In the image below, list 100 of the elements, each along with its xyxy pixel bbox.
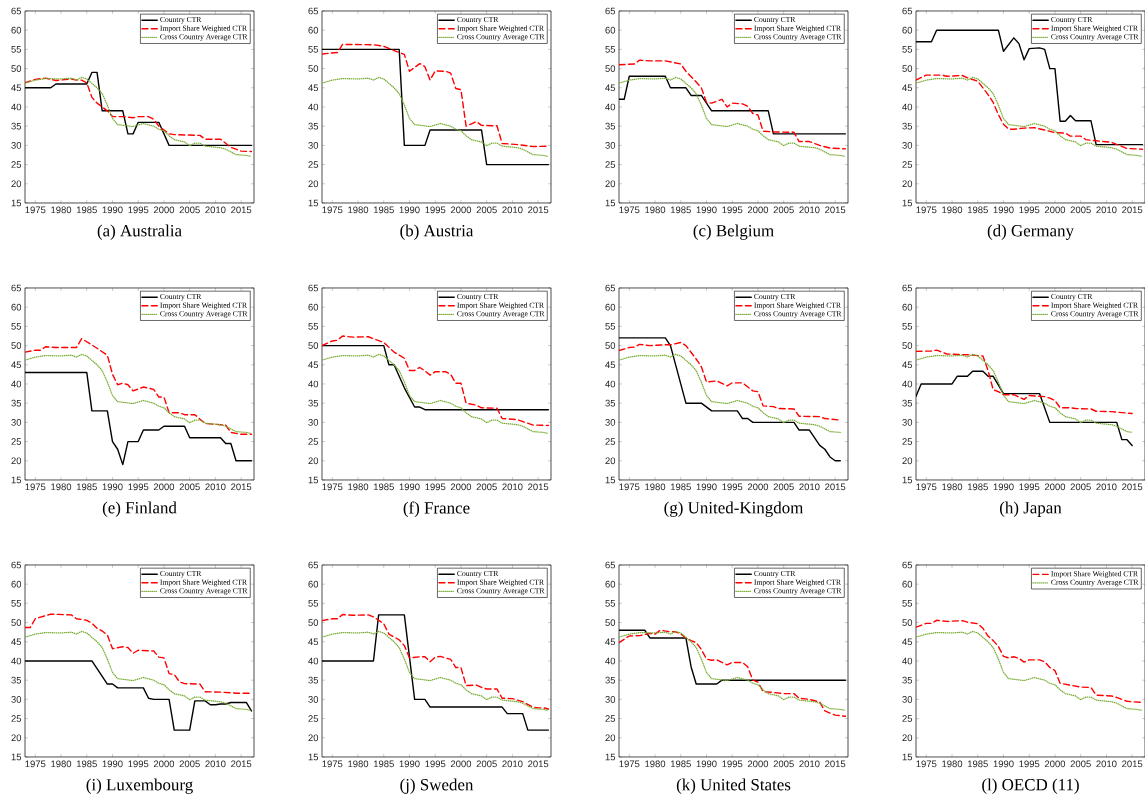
y-tick-label: 60 [308,580,319,588]
y-tick-label: 50 [902,342,913,349]
x-tick-label: 2015 [528,483,549,491]
x-tick-label: 1985 [373,206,394,214]
y-tick-label: 35 [308,399,319,407]
y-tick-label: 50 [902,65,913,72]
x-tick-label: 1990 [993,206,1014,214]
y-tick-label: 45 [605,84,616,92]
x-tick-label: 1985 [670,206,691,214]
y-tick-label: 20 [605,457,616,465]
y-tick-label: 45 [308,638,319,646]
y-tick-label: 65 [902,284,913,292]
x-tick-label: 1975 [322,483,343,491]
y-tick-label: 65 [11,284,22,292]
x-tick-label: 2000 [747,760,769,768]
x-tick-label: 1985 [373,483,394,491]
y-tick-label: 30 [902,696,913,703]
text: (a) Australia [97,224,182,240]
y-tick-label: 25 [902,161,913,168]
y-tick-label: 15 [902,199,913,207]
y-tick-label: 20 [605,734,616,742]
x-tick-label: 1980 [348,206,369,214]
y-tick-label: 55 [11,323,22,330]
x-tick-label: 1995 [425,206,446,214]
line-series [322,353,550,435]
y-tick-label: 30 [605,696,616,703]
x-tick-label: 1995 [128,206,149,214]
y-tick-label: 30 [902,419,913,426]
x-tick-label: 2000 [153,483,175,491]
x-tick-label: 1975 [25,206,46,214]
text: (k) United States [676,778,791,794]
line-series [25,630,253,712]
x-tick-label: 1975 [619,206,640,214]
x-tick-label: 2015 [825,206,846,214]
x-tick-label: 1985 [967,760,988,768]
x-tick-label: 1995 [128,483,149,491]
y-tick-label: 20 [902,457,913,465]
x-tick-label: 1980 [51,206,72,214]
y-tick-label: 15 [11,476,22,484]
y-tick-label: 60 [11,580,22,588]
y-tick-label: 60 [11,303,22,311]
y-tick-label: 40 [605,657,616,665]
y-tick-label: 15 [605,476,616,484]
line-series [619,341,841,421]
y-tick-label: 50 [902,619,913,626]
y-tick-label: 30 [605,419,616,426]
x-tick-label: 1975 [916,760,937,768]
x-tick-label: 2010 [1096,206,1117,214]
y-tick-label: 65 [605,561,616,569]
y-tick-label: 20 [308,457,319,465]
x-tick-label: 2010 [205,483,226,491]
y-tick-label: 45 [605,638,616,646]
y-tick-label: 55 [308,323,319,330]
x-tick-label: 1975 [619,760,640,768]
line-series [619,76,847,158]
y-tick-label: 65 [605,284,616,292]
x-tick-label: 1985 [76,206,97,214]
y-tick-label: 50 [11,65,22,72]
x-tick-label: 1990 [102,483,123,491]
y-tick-label: 15 [605,753,616,761]
x-tick-label: 1975 [25,483,46,491]
y-tick-label: 40 [902,380,913,388]
y-tick-label: 20 [902,180,913,188]
x-tick-label: 1990 [399,760,420,768]
y-tick-label: 20 [308,180,319,188]
y-tick-label: 40 [605,103,616,111]
x-tick-label: 2010 [502,760,523,768]
y-tick-label: 30 [11,419,22,426]
y-tick-label: 25 [11,715,22,722]
y-tick-label: 65 [902,561,913,569]
x-tick-label: 1995 [128,760,149,768]
x-tick-label: 2005 [1070,483,1091,491]
y-tick-label: 55 [902,600,913,607]
y-tick-label: 30 [308,419,319,426]
x-tick-label: 1995 [425,483,446,491]
y-tick-label: 60 [902,580,913,588]
line-series [916,630,1144,712]
x-tick-label: 2005 [1070,760,1091,768]
x-tick-label: 2005 [179,760,200,768]
y-tick-label: 65 [11,561,22,569]
y-tick-label: 45 [308,84,319,92]
x-tick-label: 1975 [25,760,46,768]
x-tick-label: 1990 [993,483,1014,491]
y-tick-label: 60 [605,303,616,311]
y-tick-label: 50 [308,619,319,626]
text: (i) Luxembourg [86,778,193,794]
y-tick-label: 55 [11,46,22,53]
y-tick-label: 45 [902,84,913,92]
line-series [619,59,847,150]
x-tick-label: 2005 [1070,206,1091,214]
y-tick-label: 25 [308,438,319,445]
x-tick-label: 1975 [322,206,343,214]
x-tick-label: 1990 [102,206,123,214]
x-tick-label: 2010 [205,206,226,214]
y-tick-label: 25 [605,161,616,168]
x-tick-label: 1990 [696,206,717,214]
x-tick-label: 2005 [773,206,794,214]
y-tick-label: 35 [308,676,319,684]
y-tick-label: 20 [308,734,319,742]
x-tick-label: 1995 [425,760,446,768]
